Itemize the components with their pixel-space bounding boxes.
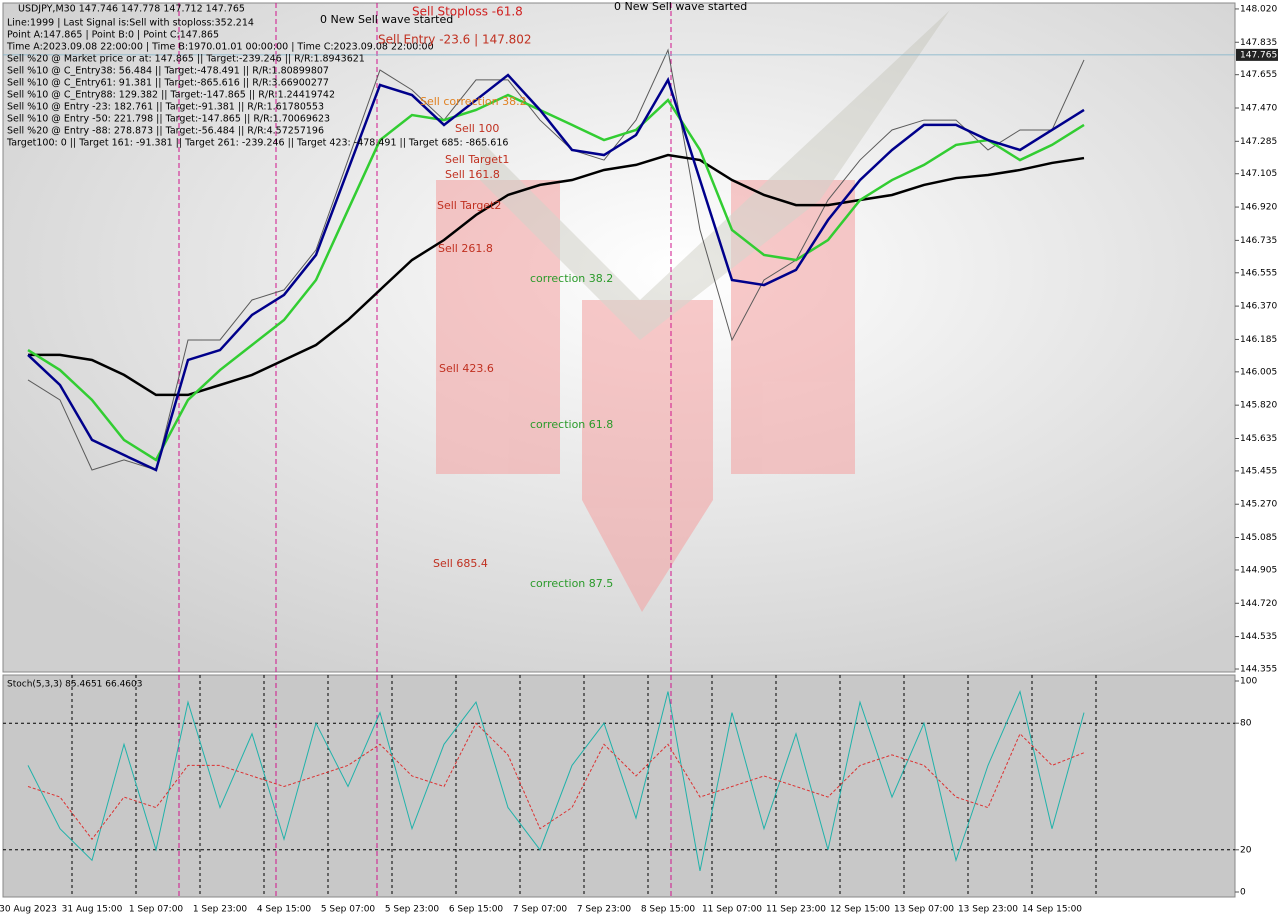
y-tick-label: 147.835 (1240, 38, 1277, 48)
info-line: Sell %20 @ Market price or at: 147.865 |… (7, 54, 365, 65)
series-line (27, 73, 1085, 472)
info-line: Sell %20 @ Entry -88: 278.873 || Target:… (7, 126, 324, 137)
info-line: Target100: 0 || Target 161: -91.381 || T… (6, 138, 508, 149)
annotation: correction 61.8 (530, 418, 613, 431)
y-tick-label: 146.370 (1240, 302, 1277, 312)
annotation: Sell correction 38.2 (420, 95, 527, 108)
x-tick-label: 1 Sep 07:00 (129, 905, 184, 915)
y-tick-label: 144.355 (1240, 665, 1277, 675)
x-tick-label: 31 Aug 15:00 (62, 905, 123, 915)
x-tick-label: 13 Sep 23:00 (958, 905, 1018, 915)
x-tick-label: 11 Sep 23:00 (766, 905, 826, 915)
session-lines (178, 3, 672, 897)
x-tick-label: 8 Sep 15:00 (641, 905, 696, 915)
annotation: Sell 161.8 (445, 168, 500, 181)
y-tick-label: 144.905 (1240, 565, 1277, 575)
y-tick-label: 0 (1240, 888, 1246, 898)
series-line (27, 93, 1085, 462)
y-tick-label: 20 (1240, 845, 1252, 855)
x-tick-label: 14 Sep 15:00 (1022, 905, 1082, 915)
x-tick-label: 4 Sep 15:00 (257, 905, 312, 915)
series-line (27, 722, 1085, 841)
info-line: Point A:147.865 | Point B:0 | Point C:14… (7, 30, 219, 41)
watermark (436, 10, 950, 612)
y-tick-label: 145.635 (1240, 434, 1277, 444)
annotation: Sell Target1 (445, 153, 509, 166)
chart-title: USDJPY,M30 147.746 147.778 147.712 147.7… (18, 4, 245, 15)
annotation: correction 87.5 (530, 577, 613, 590)
y-tick-label: 148.020 (1240, 4, 1277, 14)
annotation: Sell 423.6 (439, 362, 494, 375)
series-line (27, 48, 1085, 471)
y-tick-label: 100 (1240, 677, 1257, 687)
annotation: correction 38.2 (530, 272, 613, 285)
y-tick-label: 146.555 (1240, 268, 1277, 278)
y-tick-label: 147.470 (1240, 103, 1277, 113)
annotation: 0 New Sell wave started (614, 0, 747, 13)
y-tick-label: 146.005 (1240, 367, 1277, 377)
y-tick-label: 144.535 (1240, 632, 1277, 642)
x-tick-label: 7 Sep 07:00 (513, 905, 568, 915)
x-tick-label: 7 Sep 23:00 (577, 905, 632, 915)
x-tick-label: 13 Sep 07:00 (894, 905, 954, 915)
y-tick-label: 146.185 (1240, 335, 1277, 345)
info-line: Sell %10 @ Entry -50: 221.798 || Target:… (7, 114, 330, 125)
x-tick-label: 5 Sep 07:00 (321, 905, 376, 915)
stoch-title: Stoch(5,3,3) 85.4651 66.4603 (7, 680, 142, 690)
annotation: Sell Stoploss -61.8 (412, 5, 523, 19)
y-tick-label: 147.285 (1240, 137, 1277, 147)
series-line (28, 153, 1085, 397)
info-line: Line:1999 | Last Signal is:Sell with sto… (7, 18, 254, 29)
info-line: Sell %10 @ Entry -23: 182.761 || Target:… (7, 102, 324, 113)
info-line: Sell %10 @ C_Entry88: 129.382 || Target:… (7, 90, 335, 101)
last-price-box (1236, 48, 1278, 61)
y-tick-label: 145.455 (1240, 466, 1277, 476)
last-price-label: 147.765 (1240, 50, 1277, 60)
info-line: Time A:2023.09.08 22:00:00 | Time B:1970… (6, 42, 434, 53)
annotation: 0 New Sell wave started (320, 13, 453, 26)
info-line: Sell %10 @ C_Entry38: 56.484 || Target:-… (7, 66, 329, 77)
y-tick-label: 144.720 (1240, 599, 1277, 609)
y-tick-label: 147.655 (1240, 70, 1277, 80)
y-tick-label: 145.085 (1240, 533, 1277, 543)
y-tick-label: 146.920 (1240, 203, 1277, 213)
annotation: Sell 685.4 (433, 557, 488, 570)
annotation: Sell Target2 (437, 199, 501, 212)
y-tick-label: 145.270 (1240, 500, 1277, 510)
x-tick-label: 5 Sep 23:00 (385, 905, 440, 915)
x-tick-label: 11 Sep 07:00 (702, 905, 762, 915)
y-tick-label: 145.820 (1240, 401, 1277, 411)
x-tick-label: 1 Sep 23:00 (193, 905, 248, 915)
x-tick-label: 12 Sep 15:00 (830, 905, 890, 915)
y-tick-label: 147.105 (1240, 169, 1277, 179)
x-tick-label: 30 Aug 2023 (0, 905, 57, 915)
stoch-panel (2, 674, 1236, 898)
x-tick-label: 6 Sep 15:00 (449, 905, 504, 915)
y-tick-label: 80 (1240, 719, 1252, 729)
annotation: Sell 261.8 (438, 242, 493, 255)
info-line: Sell %10 @ C_Entry61: 91.381 || Target:-… (7, 78, 329, 89)
y-tick-label: 146.735 (1240, 236, 1277, 246)
annotation: Sell 100 (455, 122, 499, 135)
annotation: Sell Entry -23.6 | 147.802 (378, 33, 532, 47)
